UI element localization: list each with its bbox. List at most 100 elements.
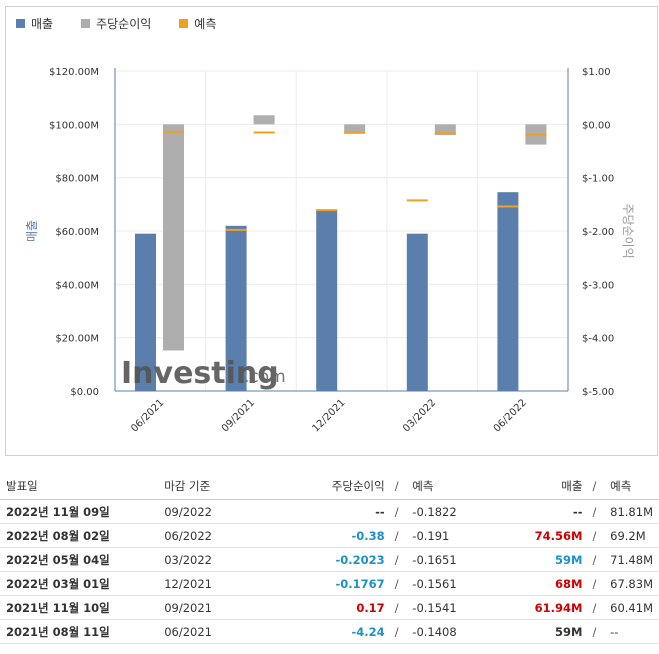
row-eps: -4.24 <box>274 619 391 644</box>
y-tick-label-left: $80.00M <box>55 174 99 185</box>
row-eps: -0.1767 <box>274 571 391 596</box>
y-tick-label-left: $120.00M <box>49 67 99 78</box>
y-tick-label-right: $0.00 <box>582 120 611 131</box>
revenue-bar[interactable] <box>316 209 338 391</box>
row-revenue: -- <box>494 499 589 524</box>
row-revenue-forecast: 71.48M <box>604 547 659 572</box>
x-tick-label: 09/2021 <box>220 397 257 434</box>
legend-swatch-revenue <box>16 18 25 28</box>
row-revenue: 74.56M <box>494 523 589 548</box>
table-row: 2021년 11월 10일 09/2021 0.17/-0.1541 61.94M/6… <box>0 595 659 620</box>
row-sep: / <box>390 499 407 524</box>
header-eps-forecast[interactable]: 예측 <box>406 472 495 500</box>
row-sep: / <box>390 547 407 572</box>
y-tick-label-right: $-5.00 <box>582 387 614 398</box>
table-row: 2022년 05월 04일 03/2022 -0.2023/-0.1651 59M/7… <box>0 547 659 572</box>
row-sep: / <box>588 595 605 620</box>
row-revenue: 61.94M <box>494 595 589 620</box>
revenue-bar[interactable] <box>406 233 428 391</box>
x-tick-label: 06/2022 <box>492 397 529 434</box>
row-eps-forecast: -0.1561 <box>406 571 495 596</box>
header-date[interactable]: 발표일 <box>0 472 159 500</box>
row-sep: / <box>390 571 407 596</box>
y-tick-label-left: $0.00 <box>70 387 99 398</box>
row-revenue-forecast: -- <box>604 619 659 644</box>
row-period: 12/2021 <box>158 571 275 596</box>
legend-label-revenue: 매출 <box>31 16 54 31</box>
x-tick-label: 12/2021 <box>310 397 347 434</box>
x-tick-label: 06/2021 <box>129 397 166 434</box>
table-row: 2022년 03월 01일 12/2021 -0.1767/-0.1561 68M/6… <box>0 571 659 596</box>
header-revenue-forecast[interactable]: 예측 <box>604 472 659 500</box>
y-tick-label-right: $-1.00 <box>582 174 614 185</box>
row-sep: / <box>588 523 605 548</box>
row-date: 2022년 03월 01일 <box>0 571 159 596</box>
row-period: 06/2022 <box>158 523 275 548</box>
legend-label-eps: 주당순이익 <box>96 16 152 31</box>
row-eps-forecast: -0.1541 <box>406 595 495 620</box>
legend-item-revenue[interactable]: 매출 <box>16 13 53 33</box>
row-period: 09/2021 <box>158 595 275 620</box>
eps-bar[interactable] <box>344 124 366 134</box>
eps-bar[interactable] <box>253 115 275 125</box>
legend-label-forecast: 예측 <box>194 16 217 31</box>
row-revenue: 59M <box>494 619 589 644</box>
legend-swatch-forecast <box>179 18 189 28</box>
table-row: 2022년 08월 02일 06/2022 -0.38/-0.191 74.56M/6… <box>0 523 659 548</box>
row-date: 2021년 11월 10일 <box>0 595 159 620</box>
header-revenue[interactable]: 매출 <box>494 472 589 500</box>
row-period: 03/2022 <box>158 547 275 572</box>
y-tick-label-left: $100.00M <box>49 120 99 131</box>
table-row: 2022년 11월 09일 09/2022 -- / -0.1822 --/81.81M <box>0 499 659 524</box>
y-tick-label-left: $60.00M <box>55 227 99 238</box>
legend-swatch-eps <box>81 18 91 28</box>
earnings-table: 발표일 마감 기준 주당순이익 / 예측 매출 / 예측 2022년 11월 0… <box>0 472 659 644</box>
row-date: 2022년 11월 09일 <box>0 499 159 524</box>
row-eps: -0.2023 <box>274 547 391 572</box>
row-date: 2022년 08월 02일 <box>0 523 159 548</box>
row-eps-forecast: -0.1408 <box>406 619 495 644</box>
x-tick-label: 03/2022 <box>401 397 438 434</box>
row-sep: / <box>588 499 605 524</box>
header-sep-1: / <box>390 472 407 500</box>
row-eps: 0.17 <box>274 595 391 620</box>
row-sep: / <box>390 523 407 548</box>
y-tick-label-right: $-4.00 <box>582 334 614 345</box>
revenue-bar[interactable] <box>225 225 247 391</box>
row-revenue-forecast: 69.2M <box>604 523 659 548</box>
y-tick-label-right: $-2.00 <box>582 227 614 238</box>
revenue-bar[interactable] <box>135 233 156 391</box>
row-revenue-forecast: 67.83M <box>604 571 659 596</box>
watermark-brand: Investing <box>121 356 279 391</box>
row-sep: / <box>390 595 407 620</box>
table-row: 2021년 08월 11일 06/2021 -4.24/-0.1408 59M / -- <box>0 619 659 644</box>
eps-bar[interactable] <box>163 124 184 351</box>
eps-bar[interactable] <box>434 124 456 136</box>
row-revenue: 59M <box>494 547 589 572</box>
row-eps: -0.38 <box>274 523 391 548</box>
y-tick-label-left: $20.00M <box>55 334 99 345</box>
table-header-row: 발표일 마감 기준 주당순이익 / 예측 매출 / 예측 <box>0 472 659 500</box>
header-period[interactable]: 마감 기준 <box>158 472 275 500</box>
legend-item-forecast[interactable]: 예측 <box>179 13 216 33</box>
y-axis-title-left: 매출 <box>25 220 39 242</box>
row-sep: / <box>588 547 605 572</box>
revenue-bar[interactable] <box>497 192 519 391</box>
row-revenue-forecast: 60.41M <box>604 595 659 620</box>
row-period: 06/2021 <box>158 619 275 644</box>
earnings-chart: $0.00 $-5.00 $20.00M $-4.00 $40.00M $-3.00 $60… <box>25 67 635 434</box>
legend-item-eps[interactable]: 주당순이익 <box>81 13 151 33</box>
header-eps[interactable]: 주당순이익 <box>274 472 391 500</box>
row-revenue-forecast: 81.81M <box>604 499 659 524</box>
row-eps-forecast: -0.1822 <box>406 499 495 524</box>
y-tick-label-right: $1.00 <box>582 67 611 78</box>
row-eps: -- <box>274 499 391 524</box>
row-date: 2021년 08월 11일 <box>0 619 159 644</box>
row-sep: / <box>588 619 605 644</box>
header-sep-2: / <box>588 472 605 500</box>
y-axis-title-right: 주당순이익 <box>621 203 635 258</box>
row-sep: / <box>588 571 605 596</box>
chart-legend: 매출 주당순이익 예측 <box>16 13 216 33</box>
y-tick-label-right: $-3.00 <box>582 280 614 291</box>
row-eps-forecast: -0.191 <box>406 523 495 548</box>
